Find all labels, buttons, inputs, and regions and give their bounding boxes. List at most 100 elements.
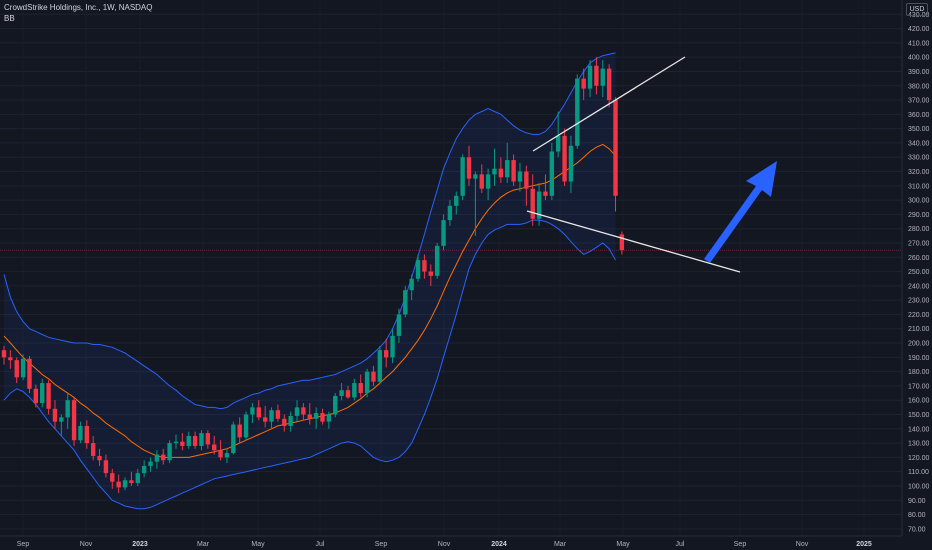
candle (364, 368, 370, 398)
y-tick-label: 190.00 (908, 355, 930, 362)
candle-body (294, 407, 300, 416)
candle (237, 417, 242, 444)
candle (396, 308, 402, 344)
candle (1, 345, 7, 365)
candle (619, 231, 625, 255)
candle-body (301, 407, 306, 415)
up-arrow-icon[interactable] (704, 161, 777, 263)
candle (562, 128, 567, 186)
candle-body (613, 100, 618, 196)
candle (65, 393, 70, 429)
candle-body (256, 407, 261, 418)
x-tick-label: Mar (554, 541, 567, 548)
candle (358, 374, 363, 398)
x-tick-label: 2024 (491, 541, 507, 548)
candle (71, 397, 77, 446)
candle (454, 191, 459, 215)
y-tick-label: 100.00 (908, 483, 930, 490)
x-tick-label: Jul (316, 541, 325, 548)
y-tick-label: 400.00 (908, 55, 930, 62)
price-axis[interactable]: 70.00 80.00 90.00 100.00 110.00 120.00 130.00 1… (908, 12, 930, 534)
y-tick-label: 340.00 (908, 140, 930, 147)
candle (154, 450, 160, 469)
candle (307, 403, 312, 425)
candle-body (485, 174, 491, 189)
candle (415, 254, 421, 282)
symbol-title[interactable]: CrowdStrike Holdings, Inc., 1W, NASDAQ (4, 3, 153, 12)
x-tick-label: Jul (676, 541, 685, 548)
candle-body (447, 205, 453, 221)
candle-body (345, 390, 351, 398)
y-tick-label: 140.00 (908, 426, 930, 433)
y-tick-label: 170.00 (908, 383, 930, 390)
chart-legend: CrowdStrike Holdings, Inc., 1W, NASDAQ B… (4, 2, 153, 24)
candle (479, 164, 484, 193)
x-tick-label: May (251, 541, 265, 548)
candle (212, 435, 217, 455)
candle (192, 431, 198, 449)
candle-body (288, 415, 293, 426)
candle-body (441, 220, 446, 246)
candle (59, 414, 64, 436)
candle-body (141, 465, 147, 474)
indicator-label[interactable]: BB (4, 14, 15, 23)
candle (97, 448, 102, 466)
candle-body (129, 480, 134, 484)
y-tick-label: 260.00 (908, 255, 930, 262)
candle-body (148, 461, 153, 466)
candle (110, 468, 115, 489)
candle (122, 477, 128, 491)
candle (594, 57, 599, 95)
candle (613, 97, 618, 212)
candle-body (122, 480, 128, 488)
x-tick-label: Mar (197, 541, 210, 548)
candle (568, 135, 574, 193)
candle (492, 148, 497, 186)
y-tick-label: 250.00 (908, 269, 930, 276)
candle-body (403, 290, 408, 315)
x-tick-label: May (616, 541, 630, 548)
y-tick-label: 90.00 (908, 498, 926, 505)
candle (301, 403, 306, 421)
candle (14, 357, 19, 384)
candle-body (84, 425, 90, 444)
candle-body (269, 410, 274, 422)
candle-body (454, 195, 459, 206)
candle (288, 411, 293, 432)
candle-body (307, 414, 312, 419)
candle (243, 411, 249, 441)
candle-body (27, 358, 32, 389)
y-tick-label: 350.00 (908, 126, 930, 133)
candle-body (339, 390, 344, 396)
candle (262, 405, 268, 428)
candle-body (33, 388, 39, 404)
upper-trendline[interactable] (532, 56, 686, 152)
candle (205, 430, 211, 449)
candle (517, 162, 523, 192)
y-tick-label: 210.00 (908, 326, 930, 333)
y-tick-label: 70.00 (908, 526, 926, 533)
candle (46, 380, 51, 415)
candle-body (364, 371, 370, 394)
lower-band-line (3, 219, 616, 510)
candle-body (428, 271, 433, 276)
y-tick-label: 330.00 (908, 155, 930, 162)
candle (256, 400, 261, 421)
candle (186, 431, 191, 449)
candle (8, 350, 13, 369)
candle-body (40, 383, 45, 404)
time-axis[interactable]: Sep Nov 2023 Mar May Jul Sep Nov 2024 Mar May Jul Se… (17, 541, 872, 548)
candle (447, 200, 453, 226)
candle (403, 285, 408, 318)
y-tick-label: 200.00 (908, 341, 930, 348)
candle (90, 435, 96, 461)
currency-badge[interactable]: USD (906, 3, 928, 16)
candle-body (555, 135, 561, 152)
x-tick-label: Nov (80, 541, 93, 548)
candle-body (250, 407, 255, 415)
lower-trendline[interactable] (526, 210, 741, 273)
candle-body (212, 444, 217, 451)
y-tick-label: 410.00 (908, 40, 930, 47)
candle-body (600, 68, 605, 86)
